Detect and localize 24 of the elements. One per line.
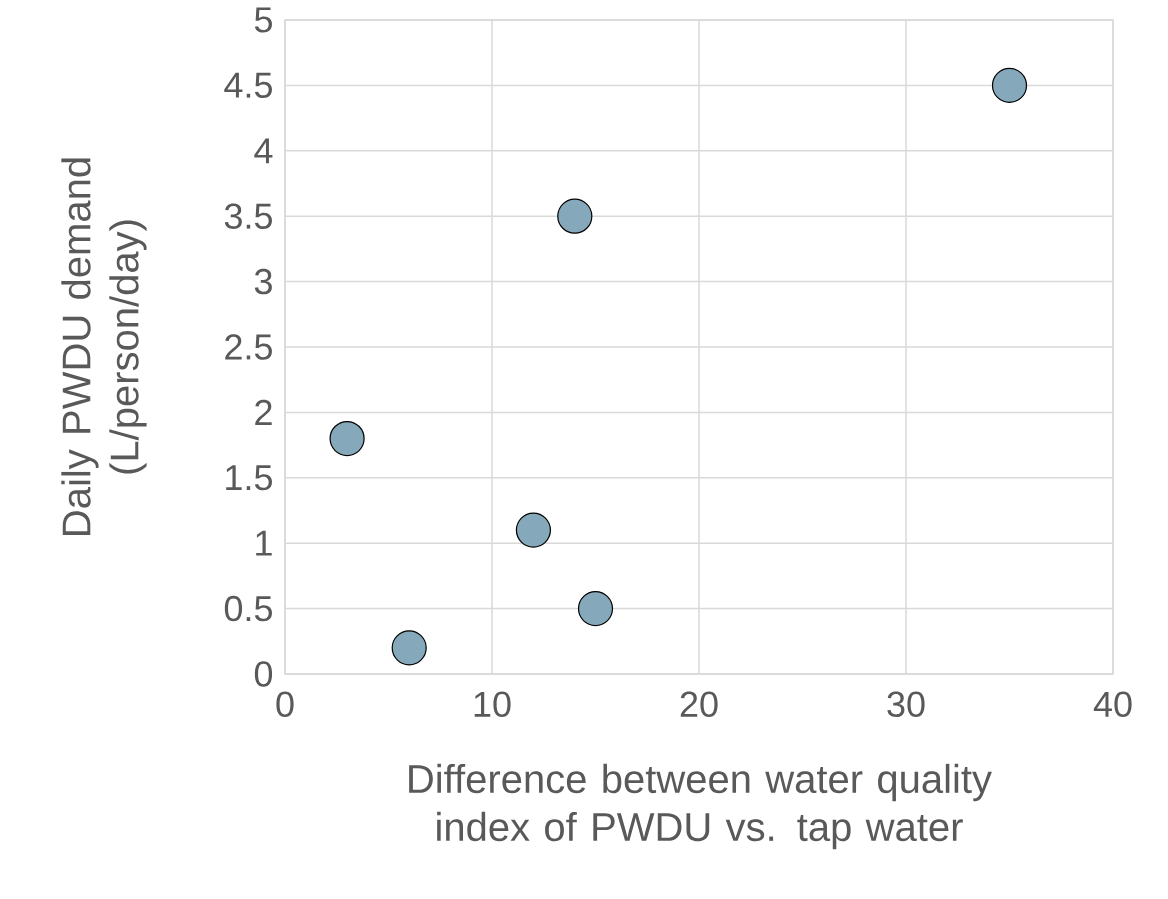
point — [577, 591, 614, 627]
y-tick-label: 5 — [254, 7, 272, 33]
y-tick-label: 2.5 — [225, 334, 272, 360]
point — [515, 512, 551, 548]
x-tick-label: 40 — [1093, 691, 1132, 718]
point — [557, 198, 593, 234]
y-axis-title: Daily PWDU demand (L/person/day) — [61, 158, 147, 535]
point — [329, 420, 365, 457]
y-tick-label: 1.5 — [226, 465, 272, 491]
y-tick-label: 1 — [256, 530, 272, 556]
y-tick-label: 4 — [254, 138, 273, 164]
y-tick-label: 3 — [254, 268, 272, 295]
y-tick-label: 0 — [254, 661, 273, 687]
y-tick-label: 2 — [255, 399, 272, 425]
y-tick-label: 3.5 — [224, 203, 272, 229]
x-axis-title: Difference between water quality index of PWDU vs. tap water — [409, 763, 992, 850]
x-tick-label: 0 — [276, 691, 294, 718]
x-tick-label: 20 — [680, 691, 718, 718]
point — [391, 630, 427, 666]
y-tick-label: 0.5 — [224, 595, 272, 622]
y-tick-label: 4.5 — [224, 72, 272, 98]
point — [991, 67, 1028, 103]
x-tick-label: 10 — [474, 691, 511, 718]
x-tick-label: 30 — [887, 691, 925, 718]
